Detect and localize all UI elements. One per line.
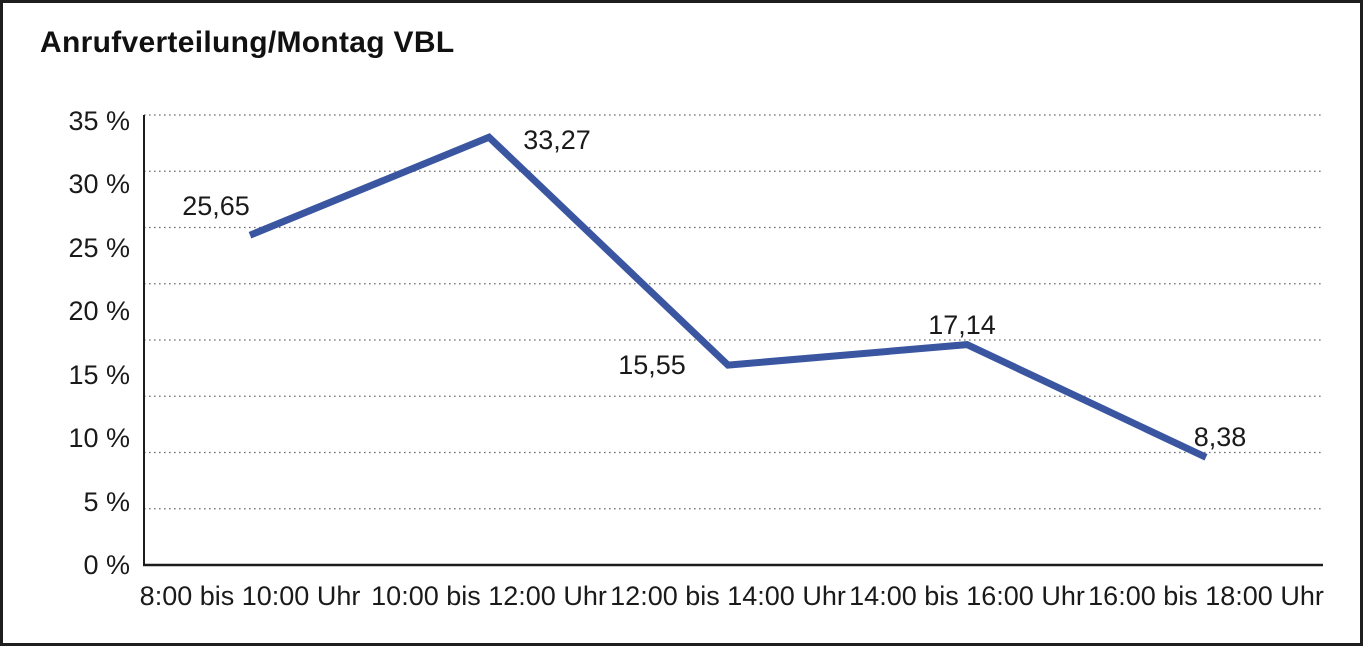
y-axis-tick-label: 25 %	[68, 233, 130, 263]
data-point-label: 33,27	[523, 125, 591, 156]
x-axis-category-label: 14:00 bis 16:00 Uhr	[849, 581, 1085, 612]
x-axis-category-label: 10:00 bis 12:00 Uhr	[371, 581, 607, 612]
data-point-label: 25,65	[182, 191, 250, 222]
y-axis-tick-label: 35 %	[68, 106, 130, 137]
y-axis-tick-label: 15 %	[68, 359, 130, 390]
data-point-label: 17,14	[928, 309, 996, 340]
chart-title: Anrufverteilung/Montag VBL	[40, 26, 455, 59]
y-axis-tick-label: 30 %	[68, 169, 130, 200]
y-axis-tick-label: 10 %	[68, 423, 130, 454]
data-series-line	[248, 133, 1208, 461]
y-axis-tick-label: 20 %	[68, 296, 130, 327]
x-axis-category-label: 8:00 bis 10:00 Uhr	[139, 581, 361, 612]
data-point-label: 15,55	[618, 350, 686, 381]
y-axis-tick-label: 0 %	[83, 550, 130, 581]
y-axis-tick-label: 5 %	[83, 486, 130, 517]
data-point-label: 8,38	[1193, 422, 1247, 453]
x-axis-category-label: 16:00 bis 18:00 Uhr	[1088, 581, 1324, 612]
x-axis-category-label: 12:00 bis 14:00 Uhr	[610, 581, 846, 612]
